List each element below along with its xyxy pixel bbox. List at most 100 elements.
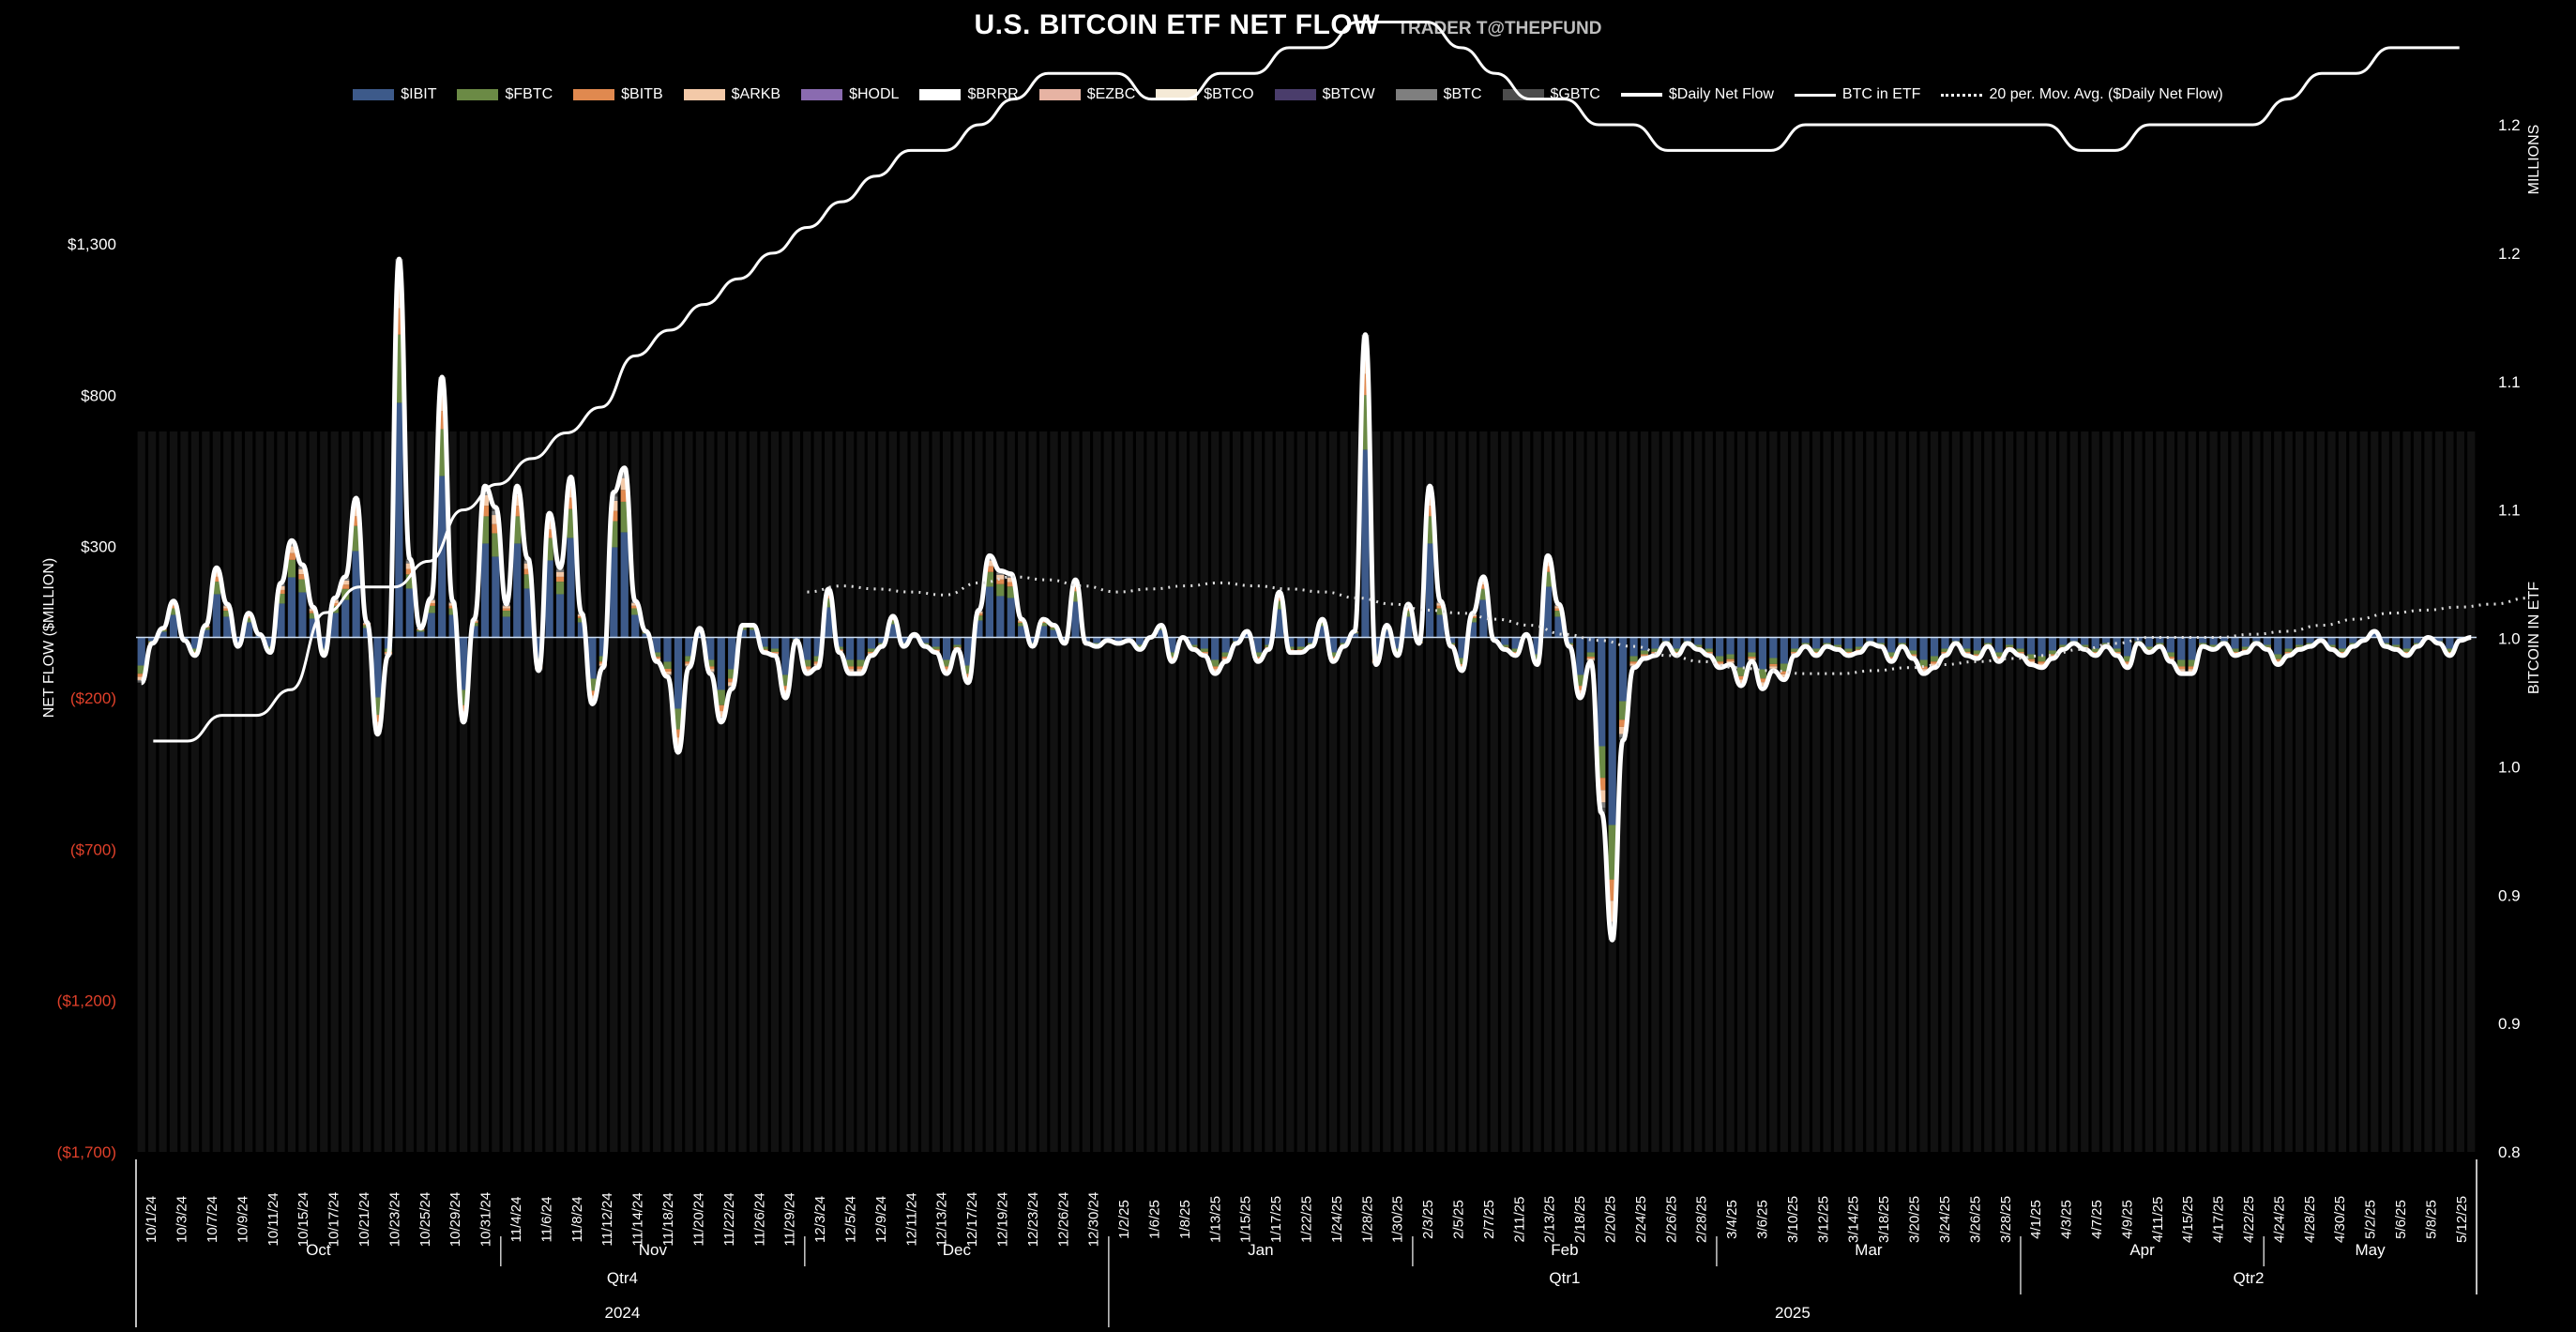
flow-bar-segment (1994, 652, 2003, 658)
flow-bar-segment (1866, 637, 1874, 642)
flow-bar-segment (588, 678, 597, 691)
background-bar (599, 431, 607, 1152)
background-bar (996, 431, 1005, 1152)
flow-bar-segment (234, 637, 242, 643)
flow-bar-segment (2102, 637, 2111, 643)
background-bar (888, 431, 897, 1152)
flow-bar-segment (1093, 637, 1101, 643)
flow-bar-segment (362, 628, 371, 638)
flow-bar-segment (803, 659, 811, 667)
background-bar (2231, 431, 2239, 1152)
flow-bar-segment (513, 494, 522, 507)
flow-bar-segment (1909, 654, 1917, 657)
flow-bar-segment (2274, 658, 2282, 661)
flow-bar-segment (1328, 657, 1338, 658)
x-tick-label: 12/5/24 (842, 1196, 858, 1243)
flow-bar-segment (1909, 650, 1917, 655)
flow-bar-segment (1393, 637, 1402, 649)
flow-bar-segment (1479, 580, 1488, 585)
flow-bar-segment (555, 594, 565, 638)
flow-bar-segment (706, 666, 715, 670)
flow-bar-segment (2048, 650, 2057, 655)
flow-bar-segment (1844, 651, 1853, 654)
flow-bar-segment (835, 649, 843, 651)
flow-bar-segment (1833, 644, 1842, 647)
x-tick-label: 3/6/25 (1755, 1200, 1771, 1239)
flow-bar-segment (320, 637, 328, 649)
legend-label: $IBIT (401, 86, 437, 102)
flow-bar-segment (1308, 643, 1316, 645)
background-bar (1640, 431, 1649, 1152)
flow-bar-segment (1769, 658, 1778, 664)
background-bar (921, 431, 930, 1152)
x-tick-label: 10/7/24 (205, 1196, 220, 1243)
flow-bar-segment (1694, 637, 1703, 645)
flow-bar-segment (545, 529, 553, 538)
flow-bar-segment (1726, 654, 1735, 659)
background-bar (1093, 431, 1101, 1152)
flow-bar-segment (1661, 637, 1671, 642)
flow-bar-segment (287, 546, 296, 553)
flow-bar-segment (706, 659, 715, 667)
x-tick-label: 2/18/25 (1572, 1196, 1588, 1243)
flow-bar-segment (2327, 637, 2336, 645)
x-tick-label: 4/11/25 (2150, 1197, 2166, 1243)
flow-bar-segment (1716, 663, 1724, 666)
flow-bar-segment (1458, 663, 1466, 667)
x-tick-label: 11/18/24 (660, 1192, 676, 1246)
flow-bar-segment (2338, 648, 2347, 652)
flow-bar-segment (298, 579, 307, 593)
flow-bar-segment (298, 567, 307, 569)
flow-bar-segment (985, 571, 993, 587)
background-bar (1425, 431, 1434, 1152)
flow-bar-segment (975, 613, 983, 616)
background-bar (438, 431, 447, 1152)
y-left-tick-label: ($1,700) (57, 1143, 116, 1161)
flow-bar-segment (169, 605, 178, 609)
flow-bar-segment (148, 637, 157, 642)
flow-bar-segment (588, 637, 597, 679)
y-left-tick-label: $1,300 (68, 235, 116, 253)
flow-bar-segment (963, 674, 973, 677)
background-bar (900, 431, 908, 1152)
flow-bar-segment (932, 649, 940, 651)
flow-bar-segment (1393, 651, 1402, 654)
background-bar (1479, 431, 1488, 1152)
x-tick-label: 11/20/24 (690, 1192, 706, 1246)
background-bar (2349, 431, 2357, 1152)
chart-legend: $IBIT $FBTC $BITB $ARKB $HODL $BRRR $EZBC $BTCO… (0, 86, 2576, 103)
flow-bar-segment (1758, 637, 1767, 670)
background-bar (1168, 431, 1176, 1152)
background-bar (1393, 431, 1402, 1152)
background-bar (910, 431, 918, 1152)
background-bar (963, 431, 973, 1152)
background-bar (1576, 431, 1584, 1152)
y-right-tick-label: 0.9 (2498, 886, 2521, 904)
x-tick-label: 1/8/25 (1177, 1200, 1193, 1239)
background-bar (1533, 431, 1541, 1152)
flow-bar-segment (2284, 637, 2293, 649)
background-bar (2209, 431, 2218, 1152)
background-bar (770, 431, 780, 1152)
legend-swatch (1156, 89, 1198, 100)
flow-bar-segment (1168, 652, 1176, 658)
background-bar (190, 431, 200, 1152)
flow-bar-segment (652, 652, 661, 658)
flow-bar-segment (1673, 637, 1681, 649)
flow-bar-segment (2327, 644, 2336, 647)
flow-bar-segment (1511, 651, 1520, 654)
flow-bar-segment (631, 614, 640, 638)
flow-bar-segment (513, 543, 522, 638)
flow-bar-segment (405, 568, 414, 575)
background-bar (1619, 431, 1628, 1152)
background-bar (159, 431, 167, 1152)
flow-bar-segment (330, 613, 339, 638)
background-bar (427, 431, 435, 1152)
flow-bar-segment (567, 497, 575, 509)
flow-bar-segment (620, 490, 629, 502)
flow-bar-segment (352, 506, 360, 517)
flow-bar-segment (287, 552, 296, 560)
background-bar (330, 431, 339, 1152)
x-tick-label: 12/17/24 (964, 1192, 980, 1247)
flow-bar-segment (1629, 661, 1638, 664)
